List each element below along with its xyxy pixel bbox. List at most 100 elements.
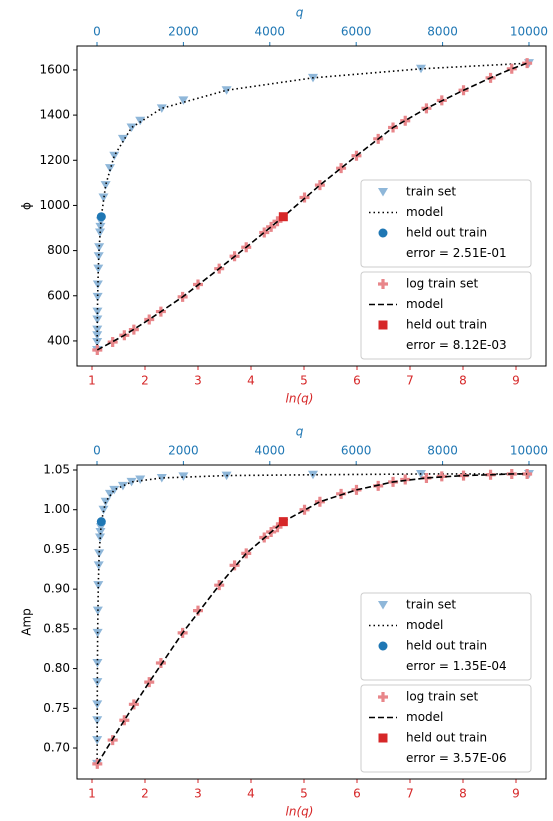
x2-tick-label: 10000: [510, 25, 548, 39]
x-axis-label: ln(q): [286, 805, 314, 819]
plot-frame: [76, 464, 547, 780]
marker-triangle: [95, 527, 106, 537]
marker-square: [278, 212, 288, 222]
marker-plus: [378, 692, 388, 702]
x2-tick-label: 4000: [255, 25, 286, 39]
marker-plus: [144, 677, 155, 688]
legend-label: model: [406, 205, 443, 219]
y-tick-label: 0.90: [43, 582, 70, 596]
marker-plus: [378, 279, 388, 289]
legend: train set model held out train error = 1.35…: [360, 592, 532, 681]
marker-plus: [314, 180, 325, 191]
y-tick-label: 0.80: [43, 661, 70, 675]
x-tick-label: 9: [512, 787, 520, 801]
marker-triangle: [92, 338, 103, 347]
marker-triangle: [135, 116, 146, 126]
marker-plus: [229, 560, 240, 571]
y-tick-label: 800: [47, 243, 70, 257]
chart-panel: 0.70 0.75 0.80 0.85 0.90 0.95 1.00 1.05 1 2 3 4 5 6 7 8…: [20, 425, 549, 819]
y-tick-label: 0.85: [43, 621, 70, 635]
x-tick-label: 3: [194, 374, 202, 388]
x2-axis-label: q: [296, 425, 304, 439]
legend-box: [360, 179, 532, 268]
legend-error: error = 1.35E-04: [406, 659, 507, 673]
marker-triangle: [135, 475, 146, 485]
y-tick-label: 1600: [39, 62, 70, 76]
marker-plus: [400, 115, 411, 126]
y-tick-label: 1000: [39, 198, 70, 212]
y-tick-label: 0.95: [43, 542, 70, 556]
marker-triangle: [117, 481, 128, 491]
marker-triangle: [178, 96, 189, 105]
legend-label: train set: [406, 185, 456, 199]
marker-plus: [259, 227, 270, 238]
x2-tick-label: 8000: [427, 444, 458, 458]
x-tick-label: 6: [353, 787, 361, 801]
marker-triangle: [92, 292, 103, 302]
legend-box: [360, 592, 532, 681]
legend-error: error = 2.51E-01: [406, 246, 507, 260]
marker-triangle: [178, 472, 189, 481]
marker-triangle: [92, 315, 103, 324]
x-tick-label: 4: [247, 374, 255, 388]
x-tick-label: 7: [406, 374, 414, 388]
marker-triangle: [94, 243, 105, 252]
marker-plus: [336, 163, 347, 174]
legend-label: log train set: [406, 277, 478, 291]
chart-panel: 400 600 800 1000 1200 1400 1600 1 2 3 4 5 6 7 8 9 0 2000 4…: [20, 6, 549, 406]
x-tick-label: 9: [512, 374, 520, 388]
marker-triangle: [156, 104, 167, 113]
y-tick-label: 600: [47, 288, 70, 302]
marker-circle: [96, 212, 106, 222]
marker-triangle: [378, 188, 388, 197]
marker-circle: [96, 517, 106, 527]
x-tick-label: 6: [353, 374, 361, 388]
marker-circle: [378, 641, 388, 651]
marker-plus: [400, 474, 411, 485]
x-tick-label: 2: [141, 787, 149, 801]
marker-triangle: [100, 181, 111, 190]
marker-triangle: [93, 252, 104, 261]
x2-tick-label: 4000: [255, 444, 286, 458]
legend-label: train set: [406, 598, 456, 612]
marker-triangle: [93, 581, 104, 590]
x2-tick-label: 10000: [510, 444, 548, 458]
marker-plus: [522, 58, 533, 69]
x-tick-label: 5: [300, 374, 308, 388]
x-tick-label: 8: [459, 787, 467, 801]
x-tick-label: 7: [406, 787, 414, 801]
marker-triangle: [94, 549, 105, 558]
x-axis-label: ln(q): [286, 392, 314, 406]
marker-square: [378, 320, 388, 330]
marker-circle: [378, 228, 388, 238]
marker-plus: [299, 504, 310, 515]
legend-box: [360, 271, 532, 360]
marker-triangle: [98, 193, 109, 203]
y-tick-label: 0.75: [43, 701, 70, 715]
marker-triangle: [92, 280, 103, 289]
legend-label: held out train: [406, 318, 487, 332]
marker-triangle: [109, 151, 120, 161]
y-tick-label: 1.05: [43, 463, 70, 477]
legend-label: held out train: [406, 731, 487, 745]
x-tick-label: 1: [88, 787, 96, 801]
marker-plus: [119, 715, 130, 726]
marker-plus: [421, 472, 432, 483]
y-axis-label: Amp: [20, 608, 34, 636]
marker-plus: [266, 221, 277, 232]
x2-tick-label: 2000: [168, 25, 199, 39]
legend-label: model: [406, 710, 443, 724]
legend-label: held out train: [406, 226, 487, 240]
marker-square: [278, 517, 288, 527]
legend-error: error = 8.12E-03: [406, 338, 507, 352]
x2-tick-label: 6000: [341, 444, 372, 458]
y-tick-label: 1200: [39, 153, 70, 167]
x2-tick-label: 6000: [341, 25, 372, 39]
x-tick-label: 8: [459, 374, 467, 388]
legend: log train set model held out train error = …: [360, 271, 532, 360]
legend-label: model: [406, 297, 443, 311]
x2-tick-label: 0: [93, 25, 101, 39]
marker-triangle: [126, 123, 137, 133]
